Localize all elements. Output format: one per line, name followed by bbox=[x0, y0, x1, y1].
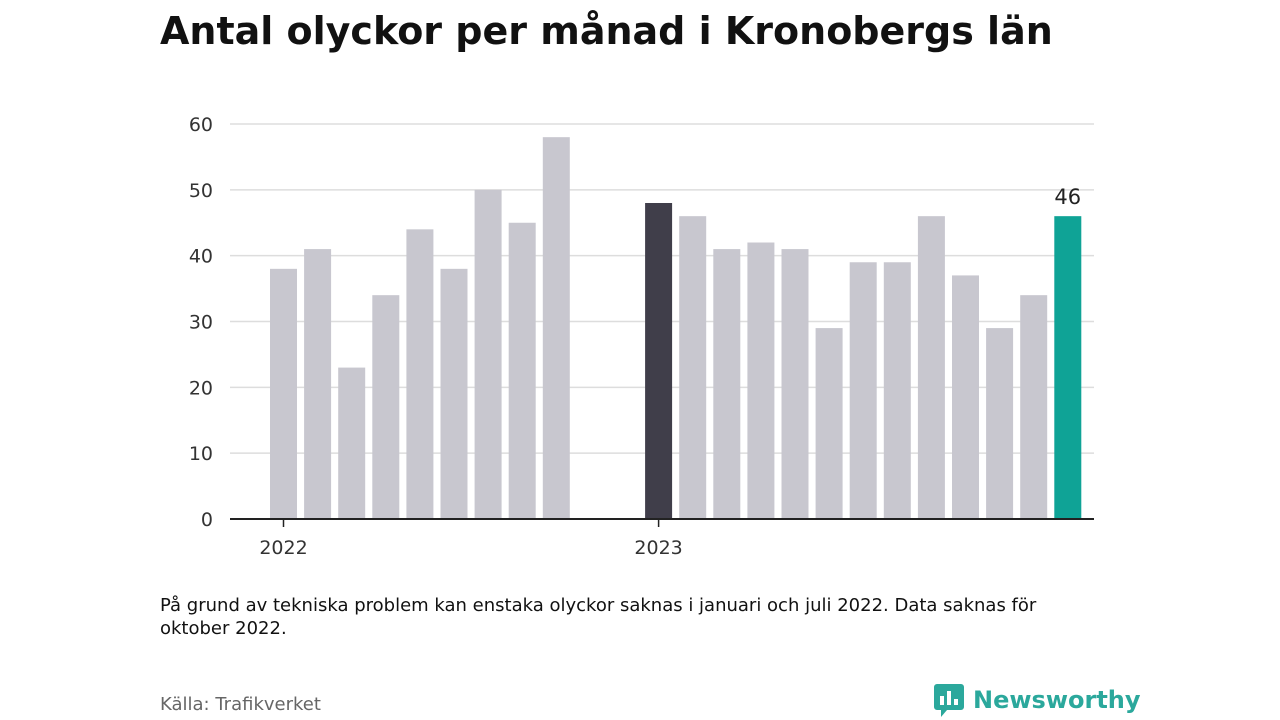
bar-2022-03 bbox=[338, 367, 366, 519]
bar-2022-05 bbox=[406, 229, 434, 520]
bar-2023-03 bbox=[747, 242, 775, 519]
bar-2023-04 bbox=[781, 249, 809, 520]
bar-2023-08 bbox=[917, 216, 945, 519]
y-tick-label: 50 bbox=[189, 180, 213, 202]
bar-2023-11 bbox=[1020, 295, 1048, 519]
bar-2022-02 bbox=[304, 249, 332, 520]
bar-2022-09 bbox=[542, 137, 570, 519]
chart-title: Antal olyckor per månad i Kronobergs län bbox=[160, 9, 1053, 53]
newsworthy-logo-icon bbox=[934, 684, 964, 717]
bar-2022-12 bbox=[645, 203, 673, 519]
bar-chart: 0 10 20 30 40 50 60 2022 2023 46 bbox=[189, 114, 1094, 559]
y-tick-label: 40 bbox=[189, 246, 213, 268]
y-axis-ticks: 0 10 20 30 40 50 60 bbox=[189, 114, 213, 531]
bar-2022-07 bbox=[474, 189, 502, 520]
bar-2023-12 bbox=[1054, 216, 1082, 519]
bar-2023-09 bbox=[952, 275, 979, 519]
bar-2023-07 bbox=[883, 262, 911, 519]
x-axis: 2022 2023 bbox=[230, 518, 1094, 559]
data-labels: 46 bbox=[1054, 185, 1081, 209]
y-tick-label: 0 bbox=[201, 509, 213, 531]
y-tick-label: 20 bbox=[189, 377, 213, 399]
bar-2023-10 bbox=[986, 328, 1014, 519]
bars bbox=[270, 137, 1082, 520]
x-tick-label-2023: 2023 bbox=[634, 537, 682, 559]
bar-2023-06 bbox=[849, 262, 877, 519]
x-tick-label-2022: 2022 bbox=[259, 537, 307, 559]
bar-2022-06 bbox=[440, 268, 468, 519]
y-tick-label: 30 bbox=[189, 312, 213, 334]
bar-2023-02 bbox=[713, 249, 741, 520]
bar-2022-04 bbox=[372, 295, 400, 519]
footnote: På grund av tekniska problem kan enstaka… bbox=[160, 595, 1037, 639]
newsworthy-logo[interactable]: Newsworthy bbox=[933, 682, 1141, 718]
y-tick-label: 10 bbox=[189, 443, 213, 465]
brand-name: Newsworthy bbox=[973, 686, 1141, 714]
bar-2023-05 bbox=[815, 328, 843, 519]
bar-2022-01 bbox=[270, 268, 297, 519]
bar-2022-08 bbox=[508, 222, 536, 519]
bar-2023-01 bbox=[679, 216, 707, 519]
y-tick-label: 60 bbox=[189, 114, 213, 136]
latest-value-label: 46 bbox=[1054, 185, 1081, 209]
source-text: Källa: Trafikverket bbox=[160, 694, 321, 715]
